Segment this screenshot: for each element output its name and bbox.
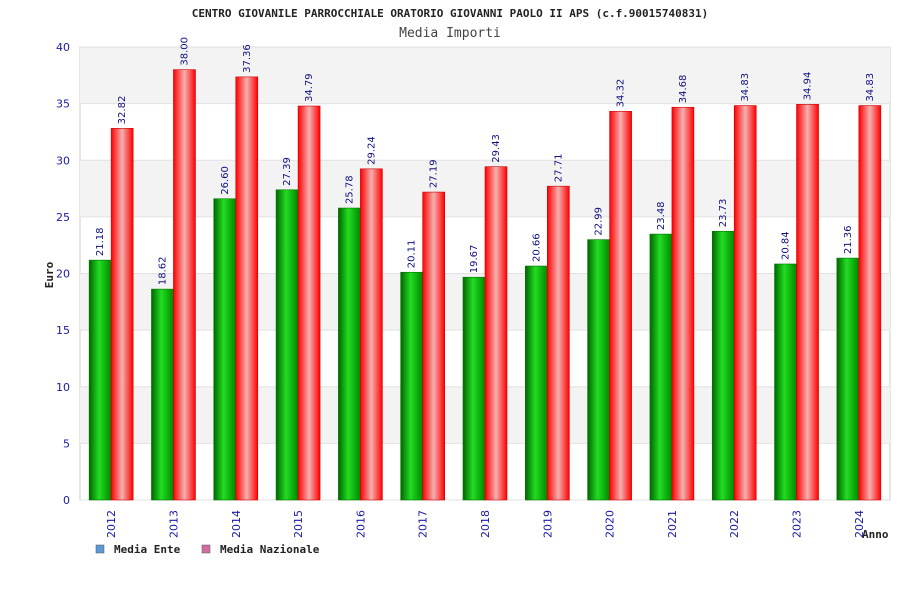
bar-media-nazionale-2015 xyxy=(297,105,321,501)
y-tick-label: 5 xyxy=(63,437,70,450)
x-tick-label: 2017 xyxy=(417,510,430,538)
y-tick-label: 15 xyxy=(56,324,70,337)
chart-title: CENTRO GIOVANILE PARROCCHIALE ORATORIO G… xyxy=(192,7,709,20)
y-tick-label: 25 xyxy=(56,211,70,224)
legend-label: Media Ente xyxy=(114,543,181,556)
data-label: 34.32 xyxy=(616,79,627,108)
y-axis-label: Euro xyxy=(43,261,56,288)
bar-media-nazionale-2020 xyxy=(609,111,632,501)
bar-media-ente-2014 xyxy=(213,198,237,501)
y-tick-label: 40 xyxy=(56,41,70,54)
bar-media-nazionale-2022 xyxy=(733,105,757,501)
data-label: 20.66 xyxy=(531,233,542,262)
grid-band xyxy=(80,47,890,104)
legend-label: Media Nazionale xyxy=(220,543,320,556)
x-tick-label: 2012 xyxy=(105,510,118,538)
bar-media-nazionale-2023 xyxy=(796,104,819,501)
data-label: 27.71 xyxy=(553,154,564,183)
bar-media-nazionale-2013 xyxy=(173,69,196,501)
x-tick-label: 2014 xyxy=(230,510,243,538)
data-label: 19.67 xyxy=(469,245,480,274)
y-axis-ticks: 0 5 10 15 20 25 30 35 40 xyxy=(56,41,70,507)
y-tick-label: 35 xyxy=(56,98,70,111)
x-axis-label: Anno xyxy=(862,528,889,541)
y-tick-label: 30 xyxy=(56,154,70,167)
x-tick-label: 2013 xyxy=(167,510,180,538)
x-tick-label: 2015 xyxy=(292,510,305,538)
data-label: 34.68 xyxy=(678,75,689,104)
bar-media-ente-2020 xyxy=(587,239,610,501)
bar-media-nazionale-2018 xyxy=(484,166,508,501)
data-label: 21.18 xyxy=(95,227,106,256)
y-tick-label: 0 xyxy=(63,494,70,507)
data-label: 21.36 xyxy=(843,225,854,254)
data-label: 20.11 xyxy=(407,240,418,269)
bar-media-ente-2012 xyxy=(88,259,112,501)
data-label: 27.19 xyxy=(429,159,440,188)
data-label: 29.24 xyxy=(366,136,377,165)
bar-media-ente-2013 xyxy=(151,288,174,501)
legend-swatch xyxy=(95,544,105,554)
bar-media-nazionale-2019 xyxy=(547,185,570,501)
y-tick-label: 10 xyxy=(56,381,70,394)
bar-media-ente-2022 xyxy=(711,230,735,501)
data-label: 23.73 xyxy=(718,199,729,228)
data-label: 26.60 xyxy=(220,166,231,195)
x-tick-label: 2019 xyxy=(541,510,554,538)
data-label: 34.83 xyxy=(865,73,876,102)
data-label: 32.82 xyxy=(117,96,128,125)
data-label: 27.39 xyxy=(282,157,293,186)
data-label: 25.78 xyxy=(344,175,355,204)
bar-media-nazionale-2021 xyxy=(671,106,695,501)
bar-media-nazionale-2017 xyxy=(422,191,445,501)
data-label: 22.99 xyxy=(594,207,605,236)
bar-media-ente-2021 xyxy=(649,233,673,501)
legend-swatch xyxy=(201,544,211,554)
data-label: 18.62 xyxy=(157,256,168,285)
bar-media-nazionale-2012 xyxy=(110,128,134,501)
x-tick-label: 2021 xyxy=(666,510,679,538)
bar-media-ente-2018 xyxy=(462,276,486,501)
bar-media-nazionale-2016 xyxy=(360,168,383,501)
x-tick-label: 2022 xyxy=(728,510,741,538)
data-labels: 21.18 32.82 18.62 38.00 26.60 37.36 27.39 34.79… xyxy=(95,37,876,285)
bar-media-ente-2017 xyxy=(400,271,423,501)
x-tick-label: 2024 xyxy=(853,510,866,538)
chart-subtitle: Media Importi xyxy=(399,26,501,41)
data-label: 23.48 xyxy=(656,201,667,230)
data-label: 34.79 xyxy=(304,73,315,102)
bar-media-ente-2019 xyxy=(525,265,548,501)
x-tick-label: 2023 xyxy=(791,510,804,538)
data-label: 37.36 xyxy=(242,44,253,73)
x-tick-label: 2018 xyxy=(479,510,492,538)
bar-media-ente-2024 xyxy=(836,257,860,501)
x-tick-label: 2016 xyxy=(354,510,367,538)
data-label: 20.84 xyxy=(781,231,792,260)
legend: Media Ente Media Nazionale xyxy=(95,543,320,556)
bar-media-ente-2016 xyxy=(338,207,361,501)
data-label: 38.00 xyxy=(179,37,190,66)
bar-media-ente-2015 xyxy=(275,189,299,501)
y-tick-label: 20 xyxy=(56,268,70,281)
data-label: 34.83 xyxy=(740,73,751,102)
x-tick-label: 2020 xyxy=(604,510,617,538)
bar-media-nazionale-2024 xyxy=(858,105,882,501)
data-label: 29.43 xyxy=(491,134,502,163)
data-label: 34.94 xyxy=(803,72,814,101)
bars xyxy=(88,69,882,501)
x-axis-ticks: 2012 2013 2014 2015 2016 2017 2018 2019 2020 2021… xyxy=(105,510,866,538)
bar-media-nazionale-2014 xyxy=(235,76,259,501)
bar-media-ente-2023 xyxy=(774,263,797,501)
